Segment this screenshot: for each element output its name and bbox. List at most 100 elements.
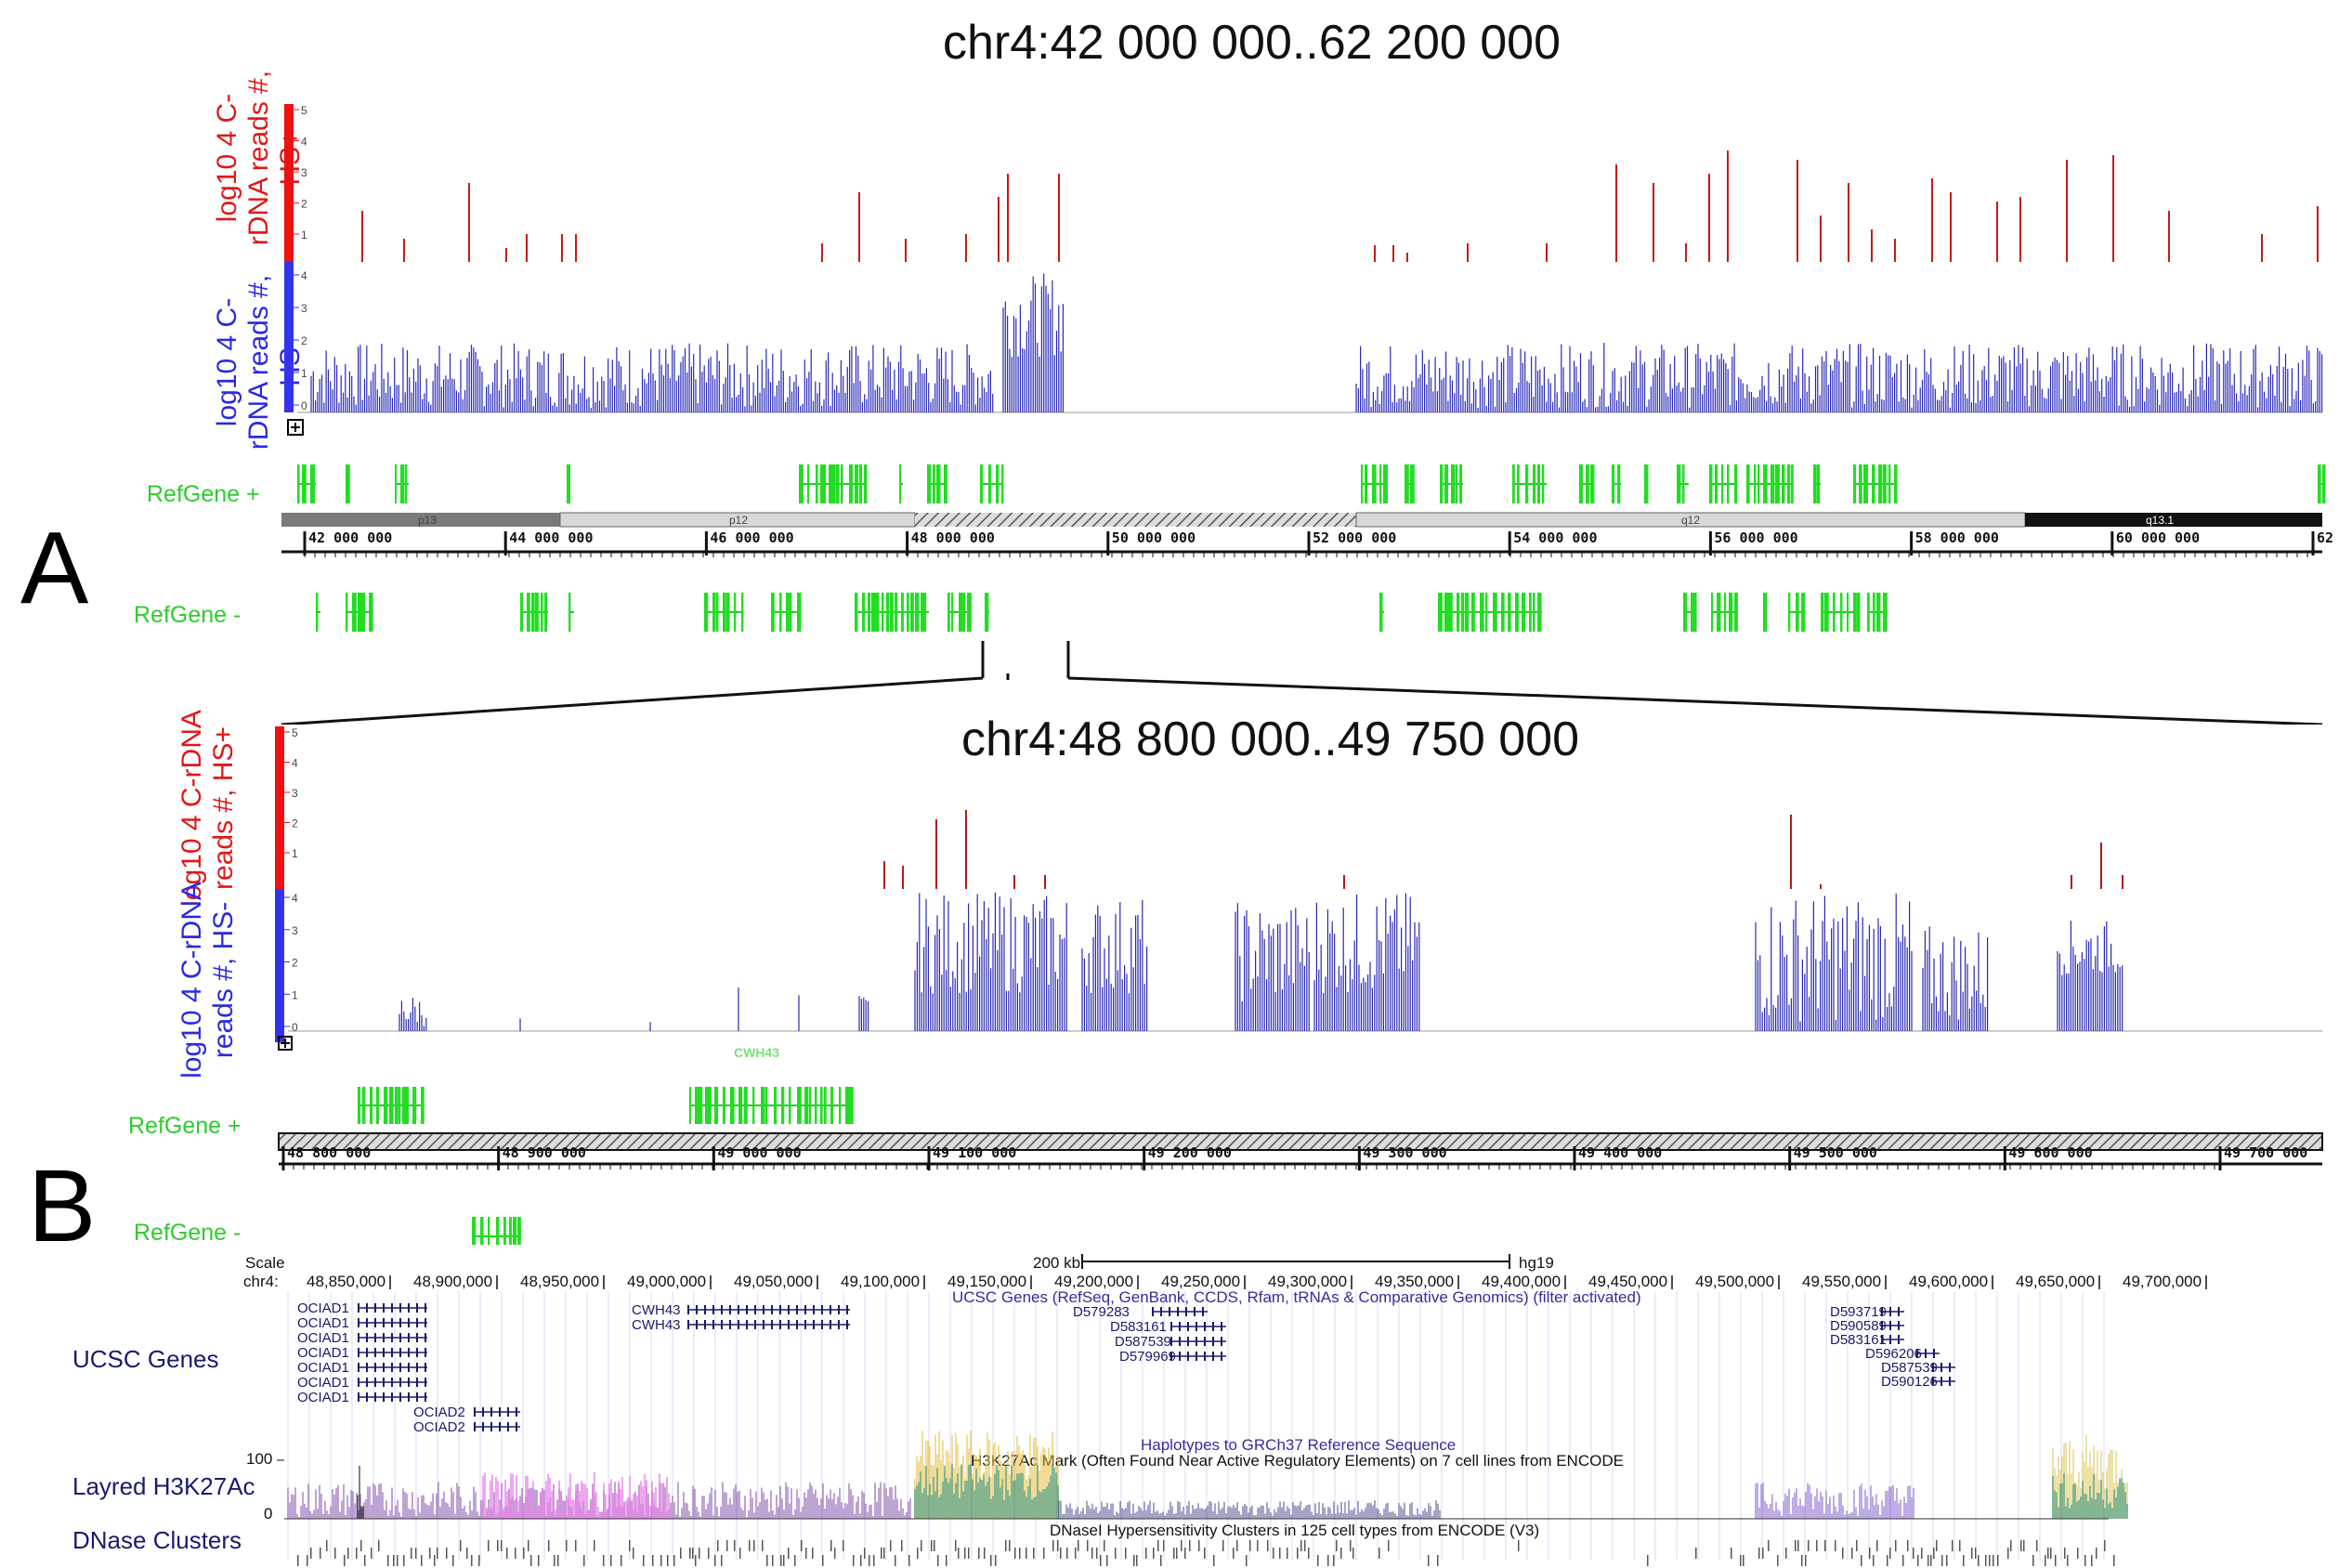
cwh43-gene-exon: [754, 1305, 756, 1314]
b-coord: 48 800 000: [287, 1144, 371, 1161]
dnase-cluster: [995, 1555, 997, 1566]
refgene-minus-exon: [723, 593, 726, 632]
refgene-plus-exon: [1440, 464, 1444, 503]
refgene-plus-exon: [936, 464, 941, 503]
refgene-plus-exon: [1888, 464, 1891, 503]
dnase-cluster: [523, 1548, 525, 1559]
refgene-minus-exon: [361, 593, 366, 632]
mid-gene-exon: [1187, 1322, 1189, 1331]
ociad1-gene-exon: [408, 1392, 410, 1402]
dnase-cluster: [1797, 1540, 1799, 1551]
refgene-plus-exon: [859, 464, 863, 503]
refgene-plus-exon: [1579, 464, 1583, 503]
dnase-cluster: [1989, 1555, 1991, 1566]
refgene-minus-exon: [369, 593, 373, 632]
panel-b-refgene-minus-label: RefGene -: [134, 1220, 242, 1246]
dnase-cluster: [1157, 1540, 1159, 1551]
dnase-cluster: [1075, 1548, 1077, 1559]
cwh43-gene-exon: [696, 1305, 698, 1314]
refgene-plus-exon: [1853, 464, 1857, 503]
refgene-plus-exon: [824, 464, 827, 503]
dnase-cluster: [1198, 1540, 1200, 1551]
mid-gene-exon: [1212, 1337, 1214, 1346]
ucsc-genes-label: UCSC Genes: [72, 1345, 219, 1373]
ucsc-coord-label: 49,700,000: [2123, 1273, 2202, 1290]
ociad1-gene: OCIAD1: [297, 1345, 349, 1361]
refgene-minus-exon: [346, 593, 348, 632]
dnase-cluster: [714, 1555, 716, 1566]
dnase-cluster: [594, 1540, 595, 1551]
right-gene-exon: [1916, 1349, 1918, 1358]
ociad1-gene-exon: [425, 1378, 426, 1387]
ociad1-gene: OCIAD1: [297, 1330, 349, 1346]
dnase-cluster: [901, 1540, 903, 1551]
refgene-minus-exon: [985, 593, 989, 632]
right-gene: D583161: [1830, 1332, 1887, 1348]
dnase-cluster: [1204, 1548, 1206, 1559]
refgene-plus-exon: [395, 464, 398, 503]
ociad2-gene-exon: [490, 1407, 492, 1417]
dnase-cluster: [360, 1540, 362, 1551]
b-coord: 49 300 000: [1363, 1144, 1446, 1161]
refgene-plus-exon: [980, 464, 984, 503]
dnase-cluster: [2113, 1555, 2115, 1566]
refgene-plus-exon: [1517, 464, 1520, 503]
right-gene-exon: [1932, 1363, 1934, 1372]
cwh43-gene-exon: [813, 1320, 815, 1329]
cwh43-gene-exon: [804, 1305, 806, 1314]
dnase-cluster: [660, 1555, 662, 1566]
ociad1-gene-exon: [366, 1333, 368, 1342]
dnase-cluster: [1379, 1548, 1380, 1559]
panel-a-tracks: 5 4 3 2 1 4 3 2 1 0 p13 p12 q12 q13.1 42 000 000…: [281, 104, 2339, 725]
dnase-cluster: [1873, 1555, 1875, 1566]
a-minus-tick: 0: [301, 399, 307, 412]
refgene-minus-exon: [316, 593, 319, 632]
refgene-minus-exon: [1448, 593, 1453, 632]
refgene-plus-exon: [1612, 464, 1615, 503]
dnase-cluster: [2036, 1540, 2038, 1551]
ucsc-coord-label: 49,050,000: [734, 1273, 813, 1290]
refgene-minus-exon: [531, 593, 535, 632]
right-gene: D587539: [1881, 1360, 1938, 1376]
dnase-cluster: [1869, 1548, 1871, 1559]
refgene-minus-exon: [790, 593, 792, 632]
refgene-minus-exon: [1711, 593, 1714, 632]
refgene-minus-exon: [959, 593, 963, 632]
refgene-minus-exon: [1501, 593, 1505, 632]
refgene-minus-b-exon: [472, 1217, 477, 1245]
ucsc-coord-label: 49,500,000: [1695, 1273, 1774, 1290]
mid-gene-exon: [1212, 1322, 1214, 1331]
dnase-cluster: [1647, 1555, 1649, 1566]
ociad1-gene-exon: [358, 1333, 359, 1342]
dnase-cluster: [583, 1555, 585, 1566]
dnase-cluster: [1743, 1555, 1744, 1566]
dnase-cluster: [307, 1555, 308, 1566]
refgene-minus-exon: [921, 593, 925, 632]
cwh43-gene-exon: [729, 1305, 731, 1314]
dnase-cluster: [403, 1555, 405, 1566]
dnase-cluster: [1978, 1555, 1980, 1566]
refgene-minus-b-exon: [513, 1217, 517, 1245]
mid-gene-exon: [1204, 1337, 1206, 1346]
refgene-minus-exon: [568, 593, 571, 632]
dnase-cluster: [1695, 1548, 1697, 1559]
refgene-minus-b-exon: [509, 1217, 512, 1245]
a-minus-tick: 2: [301, 334, 307, 347]
dnase-cluster: [869, 1555, 870, 1566]
refgene-plus-exon: [849, 464, 854, 503]
ociad1-gene-exon: [425, 1392, 426, 1402]
dnase-cluster: [378, 1540, 380, 1551]
refgene-minus-exon: [1876, 593, 1881, 632]
cwh43-faded-label: CWH43: [734, 1045, 779, 1060]
refgene-plus-b-exon: [723, 1087, 725, 1124]
refgene-minus-exon: [716, 593, 719, 632]
refgene-plus-exon: [310, 464, 315, 503]
ociad1-gene-exon: [383, 1348, 385, 1357]
cwh43-gene-exon: [830, 1320, 831, 1329]
cwh43-gene-exon: [763, 1320, 764, 1329]
dnase-cluster: [805, 1548, 807, 1559]
dnase-cluster: [1106, 1555, 1108, 1566]
dnase-cluster: [603, 1555, 605, 1566]
refgene-plus-exon: [1894, 464, 1898, 503]
ociad1-gene-exon: [408, 1318, 410, 1327]
